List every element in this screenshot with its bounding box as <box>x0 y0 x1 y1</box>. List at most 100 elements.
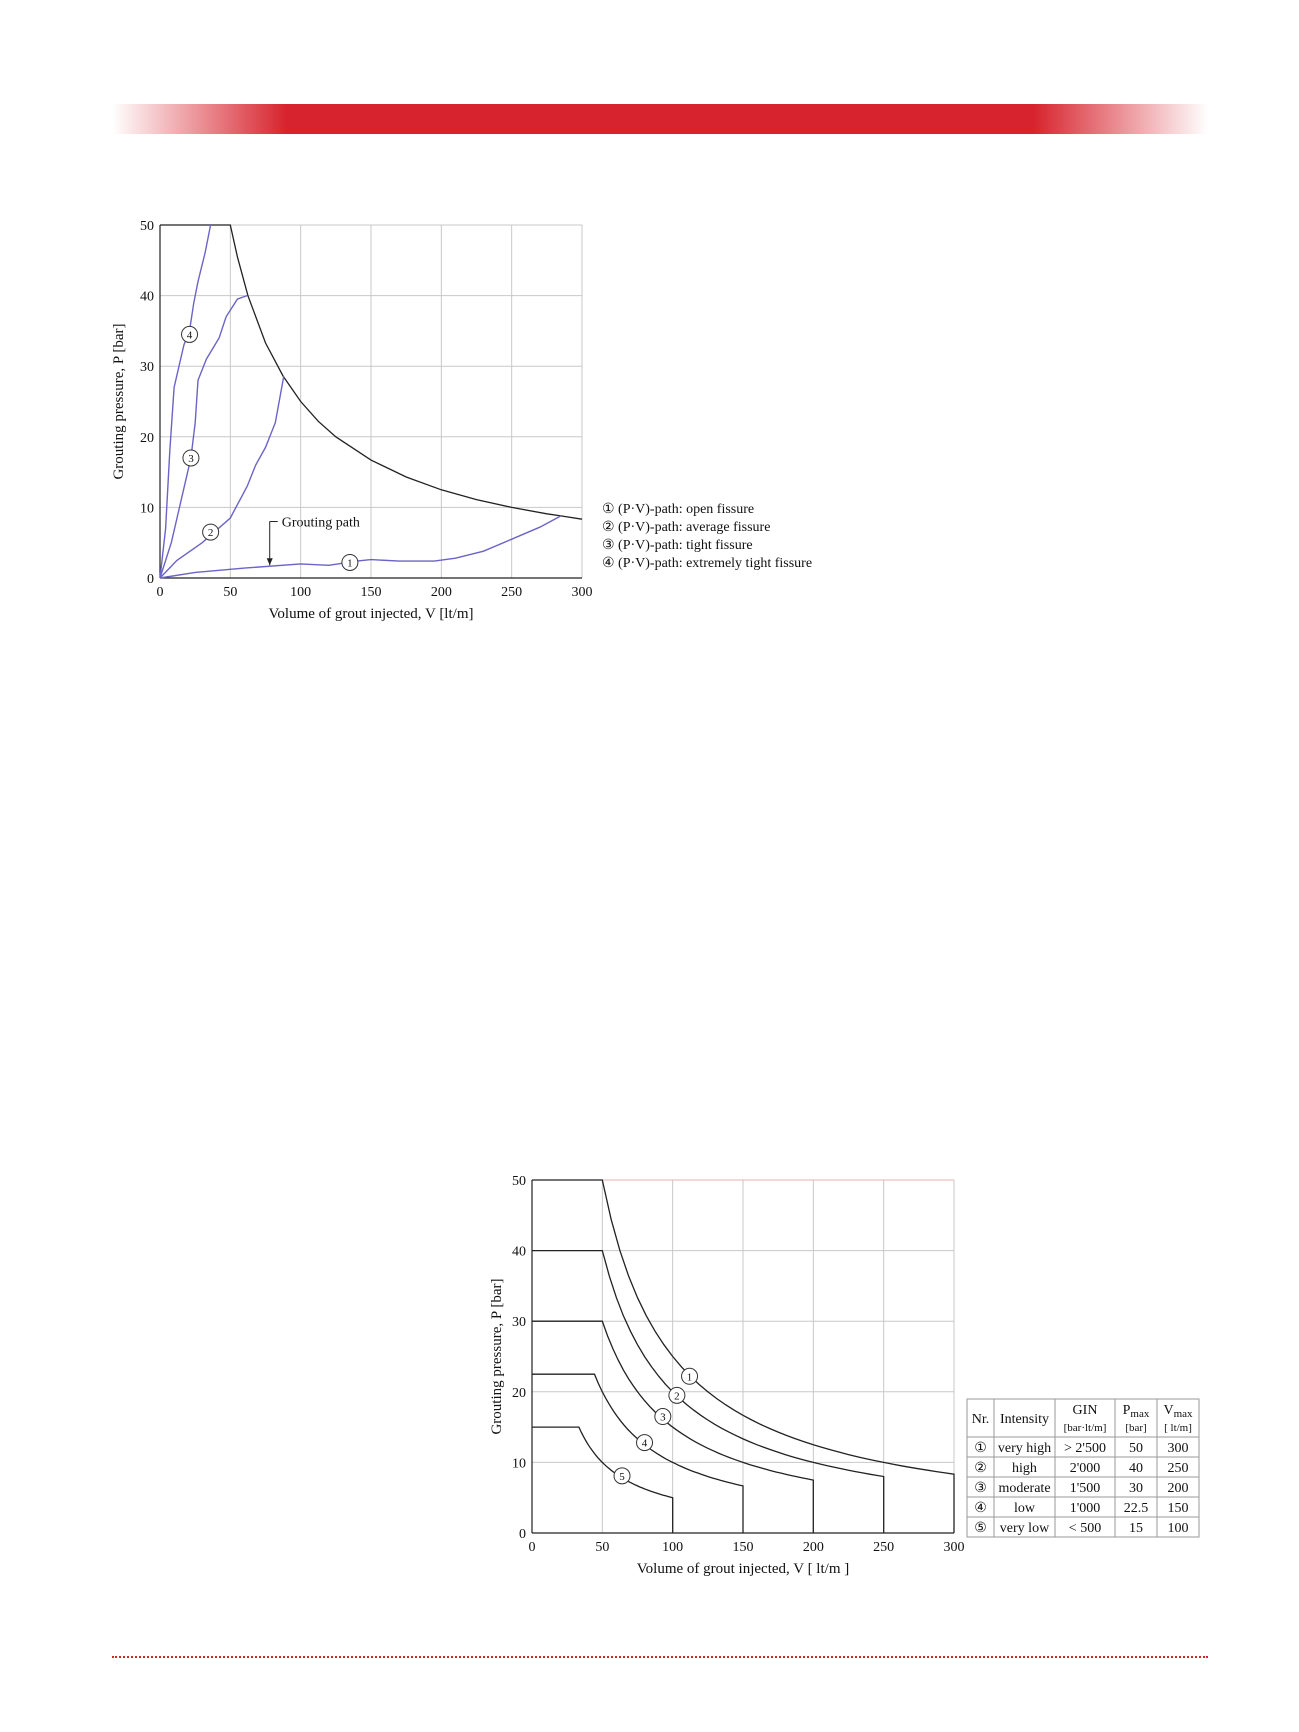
gin-curve-5-marker-circle <box>613 1467 631 1485</box>
table-cell-2-1: moderate <box>998 1481 1050 1496</box>
pv-path-3-marker-number: 3 <box>188 453 194 465</box>
table-cell-2-4: 200 <box>1168 1481 1189 1496</box>
chart2-grid <box>531 1179 955 1534</box>
gin-curve-4 <box>532 1373 744 1533</box>
gin-curve-2-marker-number: 2 <box>674 1390 680 1402</box>
c2-y-tick-40: 40 <box>512 1245 526 1260</box>
gin-curve-5-marker-number: 5 <box>619 1471 625 1483</box>
table-header-4-subscript: max <box>1174 1408 1193 1420</box>
table-header-4: Vmax <box>1163 1403 1193 1420</box>
legend-item-1: ① (P·V)-path: open fissure <box>602 502 754 517</box>
c2-x-tick-150: 150 <box>733 1540 754 1555</box>
table-cell-4-4: 100 <box>1168 1521 1189 1536</box>
gin-curve-3-marker-circle <box>654 1408 672 1426</box>
table-cell-3-3: 22.5 <box>1124 1501 1149 1516</box>
c1-y-tick-0: 0 <box>147 572 154 587</box>
gin-curve-1-marker-circle <box>681 1367 699 1385</box>
gin-curve-4-marker-number: 4 <box>642 1438 648 1450</box>
pv-path-3-marker-circle <box>182 449 200 467</box>
table-header-2: GIN <box>1073 1403 1098 1418</box>
c1-x-tick-50: 50 <box>223 585 237 600</box>
c1-x-tick-0: 0 <box>157 585 164 600</box>
chart2-x-axis-label: Volume of grout injected, V [ lt/m ] <box>637 1561 849 1577</box>
c1-x-tick-100: 100 <box>290 585 311 600</box>
pv-path-1-marker-number: 1 <box>347 557 353 569</box>
c1-y-tick-10: 10 <box>140 501 154 516</box>
table-header-unit-2: [bar·lt/m] <box>1064 1422 1107 1434</box>
pv-path-4-marker-circle <box>181 325 199 343</box>
pv-path-1 <box>159 515 562 579</box>
grouting-path-label: Grouting path <box>282 516 360 531</box>
gin-curve-3-marker-number: 3 <box>660 1412 666 1424</box>
legend-item-2: ② (P·V)-path: average fissure <box>602 520 770 535</box>
table-cell-2-0: ③ <box>974 1481 987 1496</box>
c1-x-tick-250: 250 <box>501 585 522 600</box>
table-frame <box>966 1398 1200 1538</box>
limit-curve <box>160 224 583 520</box>
table-header-unit-4: [ lt/m] <box>1164 1422 1192 1434</box>
chart1-grouting-path-annotation: Grouting path <box>266 516 360 566</box>
footer-dotted-rule <box>112 1656 1208 1658</box>
pv-path-1-marker-circle <box>341 553 359 571</box>
chart2-y-ticks: 0 10 20 30 40 50 <box>512 1174 526 1542</box>
gin-curve-1-marker-number: 1 <box>687 1371 693 1383</box>
chart1-legend: ① (P·V)-path: open fissure ② (P·V)-path: … <box>602 502 812 571</box>
table-cell-2-2: 1'500 <box>1070 1481 1101 1496</box>
c2-x-tick-200: 200 <box>803 1540 824 1555</box>
header-accent-bar <box>112 104 1208 134</box>
c2-x-tick-50: 50 <box>595 1540 609 1555</box>
table-cell-1-4: 250 <box>1168 1461 1189 1476</box>
table-cell-0-4: 300 <box>1168 1441 1189 1456</box>
table-header-3: Pmax <box>1123 1403 1150 1420</box>
gin-curve-3 <box>532 1320 814 1533</box>
table-cell-4-3: 15 <box>1129 1521 1143 1536</box>
table-header-3-subscript: max <box>1130 1408 1149 1420</box>
chart1-limit-curve <box>160 224 583 520</box>
chart-pv-paths: 1 2 3 4 0 50 100 150 200 250 300 0 10 20 30 40 50 Volu… <box>111 219 812 622</box>
table-cell-0-3: 50 <box>1129 1441 1143 1456</box>
table-cell-1-3: 40 <box>1129 1461 1143 1476</box>
pv-path-4-marker-number: 4 <box>187 329 193 341</box>
chart2-curve-markers: 123 4 5 <box>613 1367 699 1485</box>
table-cell-3-2: 1'000 <box>1070 1501 1101 1516</box>
table-cell-4-0: ⑤ <box>974 1521 987 1536</box>
c2-y-tick-0: 0 <box>519 1527 526 1542</box>
c2-x-tick-0: 0 <box>529 1540 536 1555</box>
pv-path-2-marker-circle <box>202 523 220 541</box>
pv-path-2-marker-number: 2 <box>208 527 214 539</box>
gin-curve-2-marker-circle <box>668 1386 686 1404</box>
table-header-0: Nr. <box>972 1412 990 1427</box>
c1-y-tick-30: 30 <box>140 360 154 375</box>
table-cell-1-2: 2'000 <box>1070 1461 1101 1476</box>
c2-x-tick-250: 250 <box>873 1540 894 1555</box>
c1-y-tick-50: 50 <box>140 219 154 234</box>
table-cell-1-0: ② <box>974 1461 987 1476</box>
table-cell-0-0: ① <box>974 1441 987 1456</box>
gin-curve-2 <box>532 1249 885 1533</box>
chart1-series-markers: 1 2 3 4 <box>181 325 359 571</box>
c1-x-tick-200: 200 <box>431 585 452 600</box>
table-cell-0-1: very high <box>998 1441 1051 1456</box>
c2-y-tick-50: 50 <box>512 1174 526 1189</box>
chart1-x-ticks: 0 50 100 150 200 250 300 <box>157 585 593 600</box>
table-cell-3-0: ④ <box>974 1501 987 1516</box>
c2-y-tick-20: 20 <box>512 1386 526 1401</box>
chart1-y-ticks: 0 10 20 30 40 50 <box>140 219 154 587</box>
gin-curve-4-marker-circle <box>636 1434 654 1452</box>
chart2-y-axis-label: Grouting pressure, P [bar] <box>489 1278 505 1434</box>
chart-gin-intensity: 123 4 5 0 50 100 150 200 250 300 0 10 20 30 40 50 Vol… <box>489 1174 1200 1577</box>
chart1-series-group <box>159 224 562 579</box>
legend-item-4: ④ (P·V)-path: extremely tight fissure <box>602 556 812 571</box>
table-cell-4-1: very low <box>1000 1521 1050 1536</box>
table-cell-1-1: high <box>1012 1461 1037 1476</box>
table-header-1: Intensity <box>1000 1412 1049 1427</box>
c1-x-tick-300: 300 <box>572 585 593 600</box>
table-cell-3-4: 150 <box>1168 1501 1189 1516</box>
pv-path-4 <box>159 224 212 579</box>
chart1-y-axis-label: Grouting pressure, P [bar] <box>111 323 127 479</box>
pv-path-2 <box>159 375 285 579</box>
legend-item-3: ③ (P·V)-path: tight fissure <box>602 538 753 553</box>
table-cell-0-2: > 2'500 <box>1064 1441 1106 1456</box>
c1-x-tick-150: 150 <box>361 585 382 600</box>
table-header-unit-3: [bar] <box>1125 1422 1146 1434</box>
